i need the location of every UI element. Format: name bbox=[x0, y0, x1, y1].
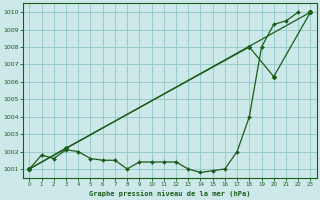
X-axis label: Graphe pression niveau de la mer (hPa): Graphe pression niveau de la mer (hPa) bbox=[89, 190, 251, 197]
